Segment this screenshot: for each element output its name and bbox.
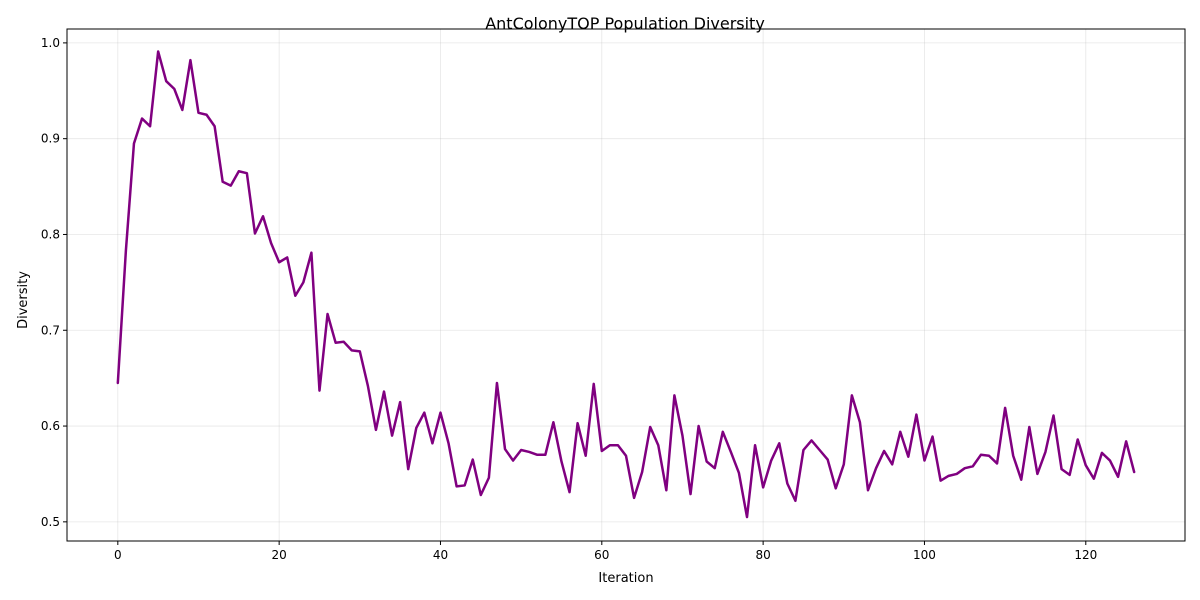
x-tick-label: 80 xyxy=(755,548,770,562)
x-axis-label: Iteration xyxy=(598,571,653,586)
y-tick-label: 1.0 xyxy=(41,36,60,50)
y-axis: 0.5 0.6 0.7 0.8 0.9 1.0 xyxy=(41,36,67,529)
x-tick-label: 120 xyxy=(1074,548,1097,562)
y-tick-label: 0.9 xyxy=(41,132,60,146)
x-axis: 0 20 40 60 80 100 120 xyxy=(114,541,1097,562)
x-tick-label: 60 xyxy=(594,548,609,562)
y-tick-label: 0.6 xyxy=(41,419,60,433)
y-axis-label: Diversity xyxy=(16,271,31,329)
chart-title: AntColonyTOP Population Diversity xyxy=(485,14,765,33)
y-tick-label: 0.8 xyxy=(41,227,60,241)
axes-frame xyxy=(66,28,1186,542)
y-tick-label: 0.5 xyxy=(41,515,60,529)
x-tick-label: 20 xyxy=(272,548,287,562)
grid xyxy=(67,29,1185,541)
x-tick-label: 0 xyxy=(114,548,122,562)
x-tick-label: 100 xyxy=(913,548,936,562)
y-tick-label: 0.7 xyxy=(41,323,60,337)
plot-area xyxy=(116,50,1136,519)
diversity-series-line xyxy=(116,50,1136,519)
x-tick-label: 40 xyxy=(433,548,448,562)
